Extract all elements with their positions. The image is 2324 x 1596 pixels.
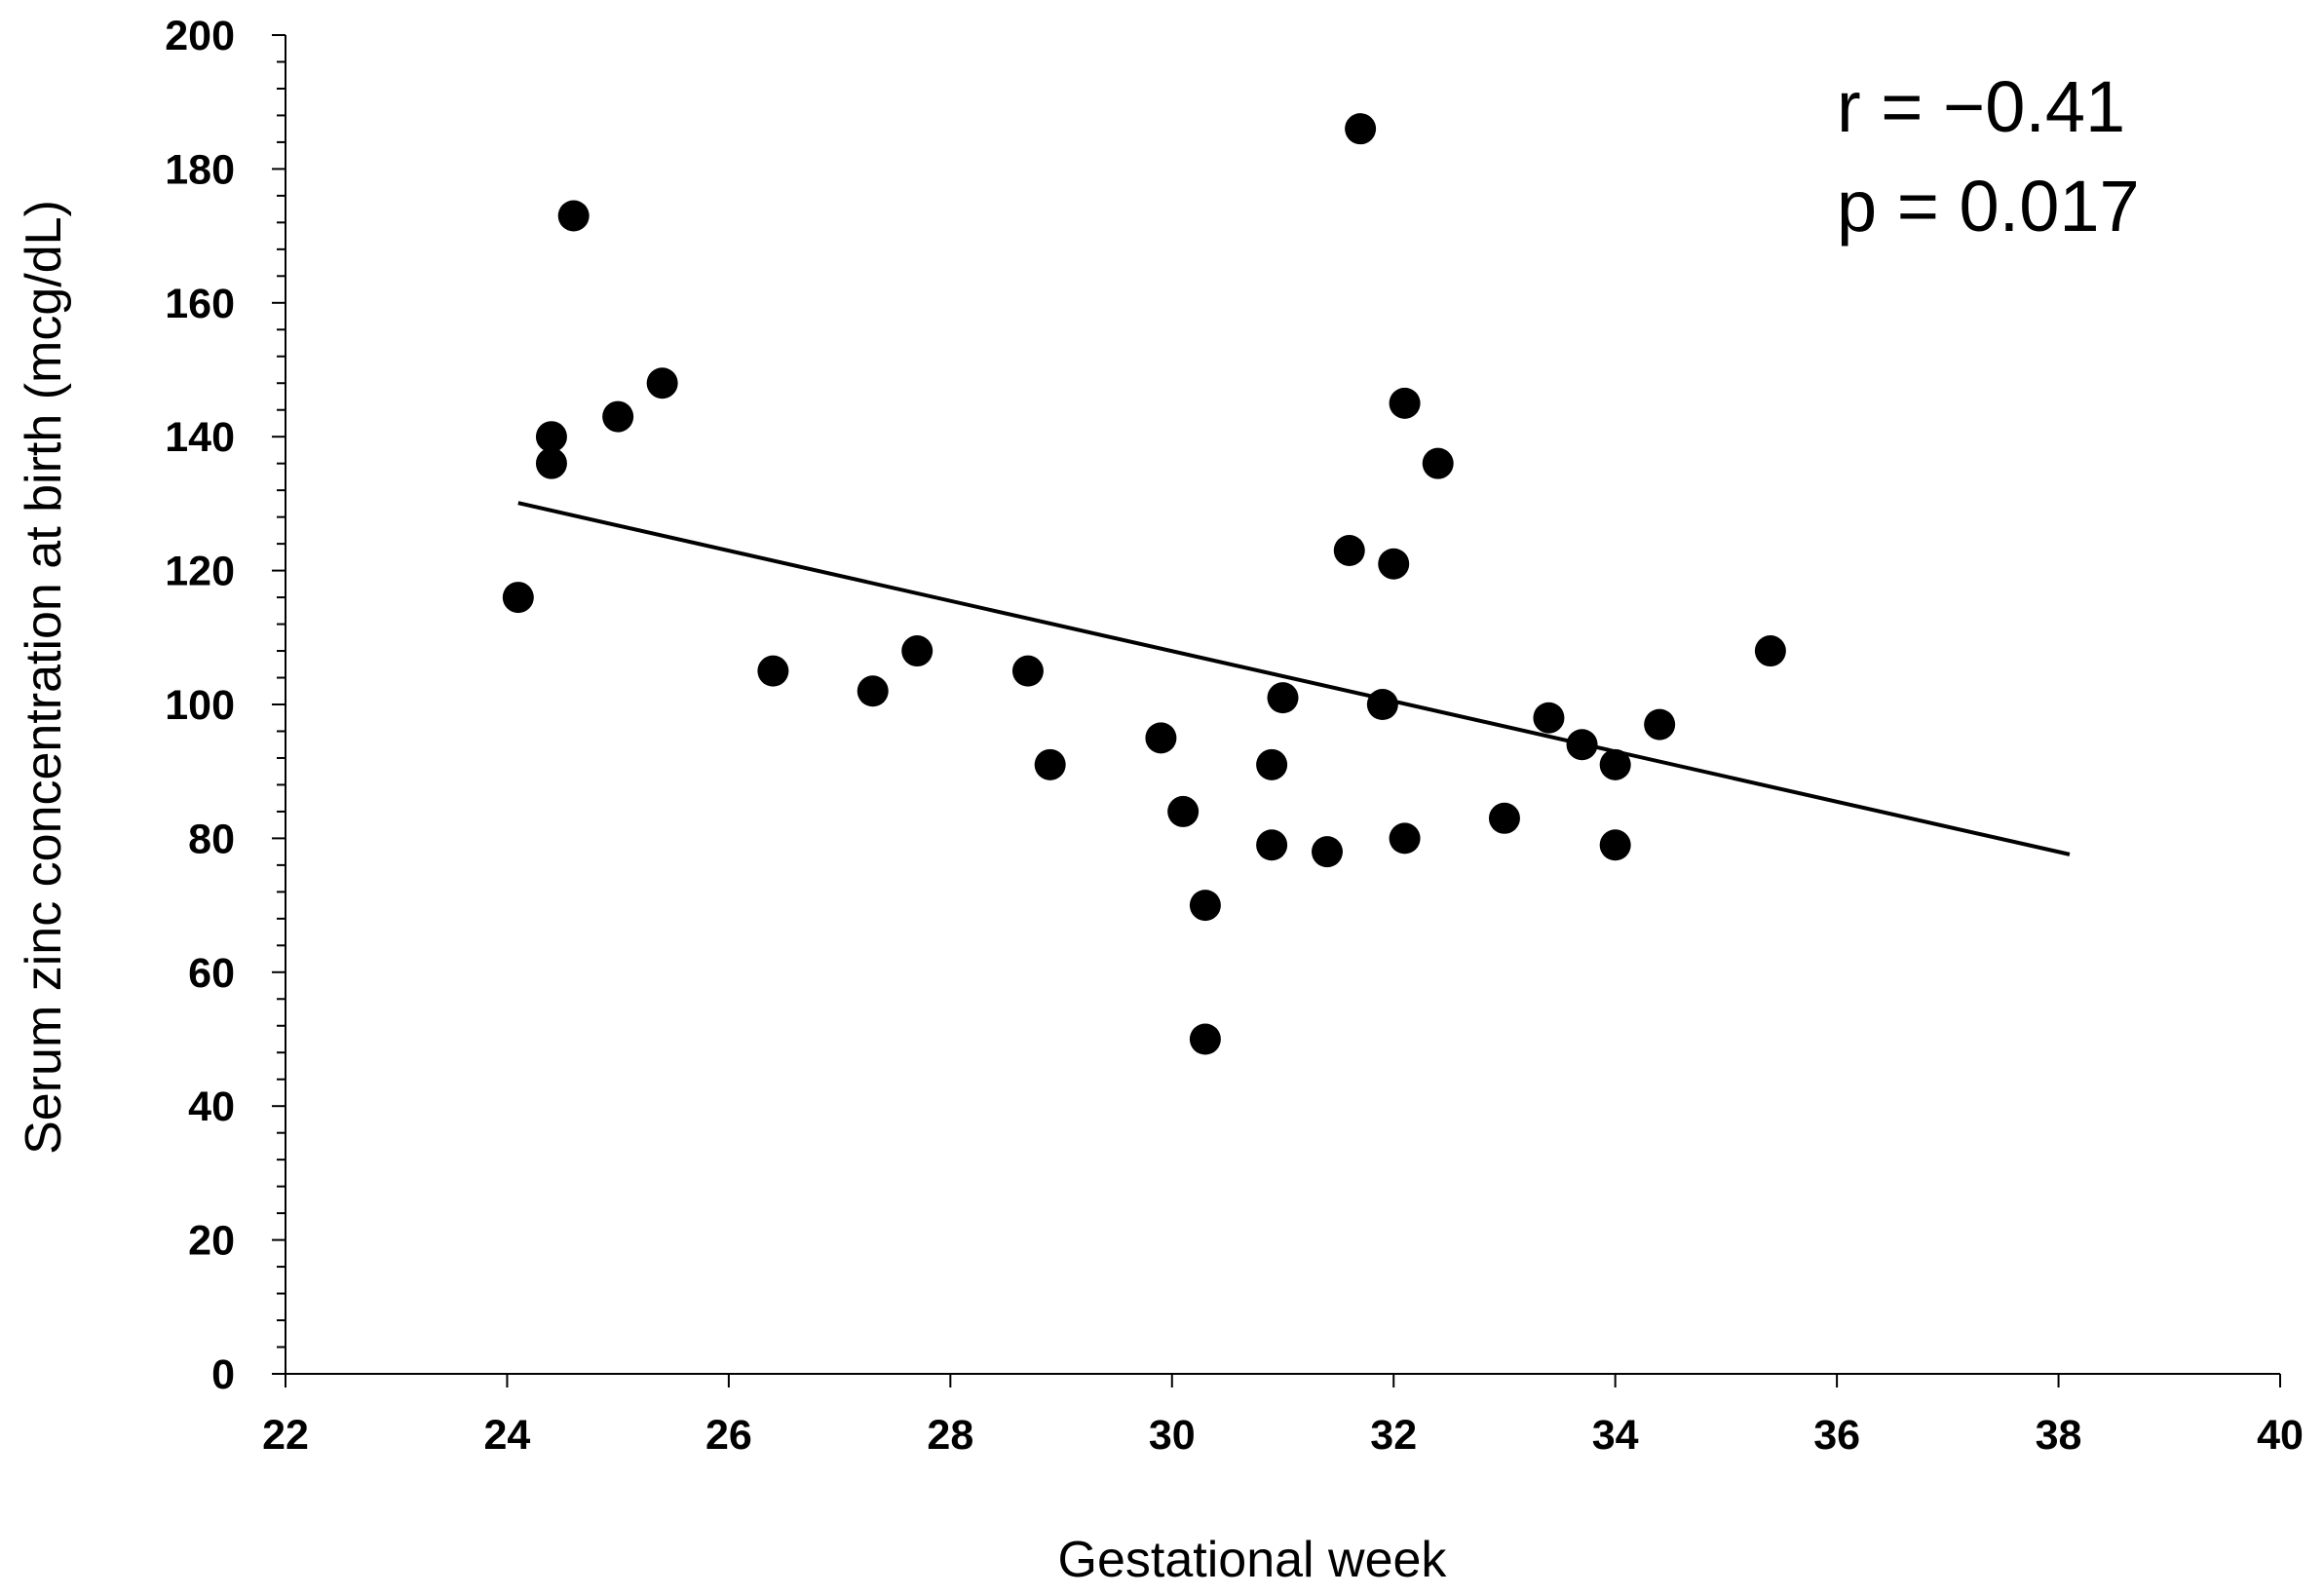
y-tick-label: 140 bbox=[165, 414, 235, 461]
data-point bbox=[1566, 729, 1598, 761]
data-point bbox=[1167, 795, 1200, 827]
data-point bbox=[1256, 748, 1288, 780]
y-tick-label: 60 bbox=[188, 950, 235, 997]
y-tick-label: 200 bbox=[165, 13, 235, 59]
data-point bbox=[1189, 890, 1221, 922]
x-tick-label: 28 bbox=[927, 1412, 973, 1459]
data-point bbox=[757, 655, 789, 687]
data-point bbox=[1488, 802, 1520, 834]
data-point bbox=[901, 635, 933, 667]
y-tick-label: 160 bbox=[165, 281, 235, 327]
data-point bbox=[1378, 548, 1410, 580]
x-tick-label: 30 bbox=[1149, 1412, 1196, 1459]
x-tick-label: 26 bbox=[705, 1412, 752, 1459]
tick-labels: 22 24 26 28 30 32 34 36 38 40 0 20 40 60 80 100 120 140 16… bbox=[165, 13, 2304, 1459]
data-point bbox=[1389, 822, 1421, 855]
x-tick-label: 34 bbox=[1592, 1412, 1639, 1459]
data-point bbox=[1366, 689, 1398, 720]
data-point bbox=[1034, 748, 1066, 780]
data-point bbox=[1256, 829, 1288, 861]
x-tick-label: 40 bbox=[2257, 1412, 2304, 1459]
data-point bbox=[1011, 655, 1044, 687]
data-point bbox=[1333, 534, 1365, 566]
y-tick-label: 40 bbox=[188, 1083, 235, 1130]
x-tick-label: 36 bbox=[1813, 1412, 1860, 1459]
data-point bbox=[1599, 829, 1631, 861]
data-point bbox=[1267, 682, 1299, 714]
data-point bbox=[857, 675, 889, 707]
p-value-annotation: p = 0.017 bbox=[1837, 166, 2140, 247]
trendline bbox=[517, 501, 2071, 856]
data-points bbox=[502, 113, 1786, 1055]
x-axis-title: Gestational week bbox=[1058, 1532, 1448, 1588]
y-tick-label: 0 bbox=[211, 1351, 235, 1398]
y-tick-label: 120 bbox=[165, 549, 235, 595]
data-point bbox=[535, 447, 567, 479]
data-point bbox=[1345, 113, 1377, 145]
data-point bbox=[1389, 387, 1421, 419]
trendline-group bbox=[517, 501, 2071, 856]
data-point bbox=[1599, 748, 1631, 780]
data-point bbox=[1189, 1023, 1221, 1055]
data-point bbox=[1311, 836, 1343, 868]
data-point bbox=[1644, 708, 1676, 741]
data-point bbox=[535, 421, 567, 453]
y-axis-title: Serum zinc concentration at birth (mcg/d… bbox=[16, 200, 72, 1155]
data-point bbox=[646, 367, 678, 399]
x-tick-label: 24 bbox=[484, 1412, 531, 1459]
y-tick-label: 180 bbox=[165, 146, 235, 193]
y-tick-label: 100 bbox=[165, 682, 235, 729]
data-point bbox=[1145, 722, 1177, 754]
x-tick-label: 22 bbox=[262, 1412, 309, 1459]
y-tick-label: 20 bbox=[188, 1218, 235, 1265]
x-tick-label: 32 bbox=[1370, 1412, 1417, 1459]
data-point bbox=[557, 200, 590, 232]
data-point bbox=[1533, 702, 1565, 734]
axes bbox=[272, 34, 2281, 1387]
correlation-r-annotation: r = −0.41 bbox=[1837, 66, 2125, 147]
y-tick-label: 80 bbox=[188, 816, 235, 862]
x-tick-label: 38 bbox=[2036, 1412, 2082, 1459]
data-point bbox=[502, 582, 534, 614]
data-point bbox=[602, 400, 634, 433]
data-point bbox=[1422, 447, 1454, 479]
data-point bbox=[1754, 635, 1786, 667]
